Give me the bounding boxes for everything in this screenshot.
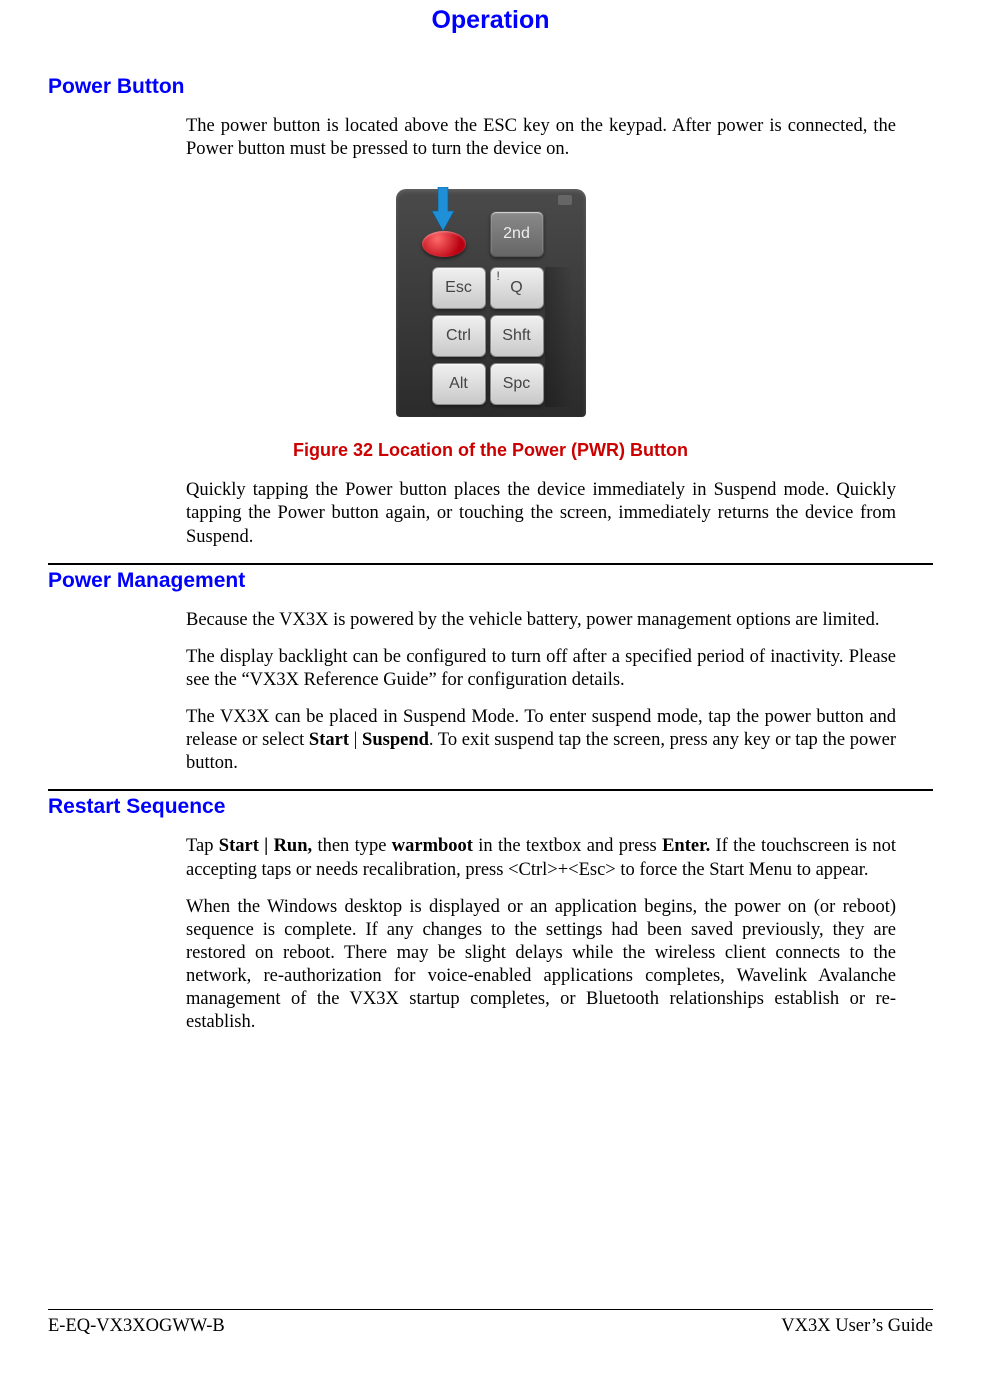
- heading-power-management: Power Management: [48, 569, 933, 593]
- page-title: Operation: [48, 6, 933, 35]
- divider: [48, 789, 933, 791]
- divider: [48, 563, 933, 565]
- arrow-down-icon: [432, 187, 454, 231]
- key-shft: Shft: [490, 315, 544, 357]
- key-q: !Q: [490, 267, 544, 309]
- paragraph: The display backlight can be configured …: [186, 646, 896, 692]
- keypad-illustration: 2nd Esc !Q Ctrl Shft Alt Spc: [396, 189, 586, 417]
- paragraph: Tap Start | Run, then type warmboot in t…: [186, 835, 896, 881]
- paragraph: When the Windows desktop is displayed or…: [186, 896, 896, 1035]
- figure-caption: Figure 32 Location of the Power (PWR) Bu…: [48, 440, 933, 461]
- heading-restart-sequence: Restart Sequence: [48, 795, 933, 819]
- key-2nd: 2nd: [490, 211, 544, 257]
- key-ctrl: Ctrl: [432, 315, 486, 357]
- key-alt: Alt: [432, 363, 486, 405]
- paragraph: Quickly tapping the Power button places …: [186, 479, 896, 548]
- key-spc: Spc: [490, 363, 544, 405]
- paragraph: The VX3X can be placed in Suspend Mode. …: [186, 706, 896, 775]
- heading-power-button: Power Button: [48, 75, 933, 99]
- page-footer: E-EQ-VX3XOGWW-B VX3X User’s Guide: [48, 1309, 933, 1337]
- paragraph: Because the VX3X is powered by the vehic…: [186, 609, 896, 632]
- key-esc: Esc: [432, 267, 486, 309]
- paragraph: The power button is located above the ES…: [186, 115, 896, 161]
- power-button-graphic: [422, 231, 466, 257]
- footer-left: E-EQ-VX3XOGWW-B: [48, 1316, 225, 1337]
- figure-power-button: 2nd Esc !Q Ctrl Shft Alt Spc: [48, 189, 933, 422]
- footer-right: VX3X User’s Guide: [781, 1316, 933, 1337]
